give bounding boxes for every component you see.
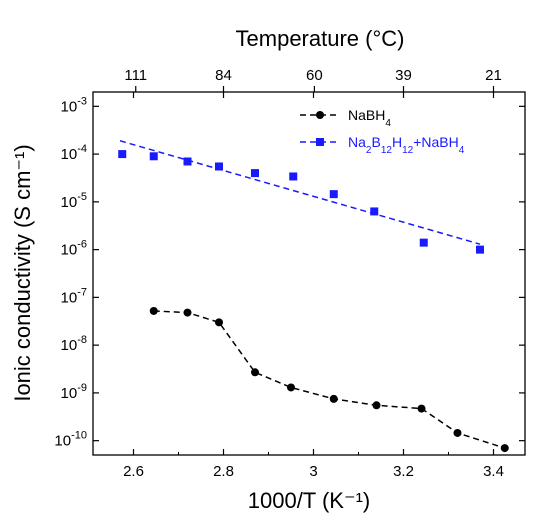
- x-axis-ticks: 2.6 2.8 3 3.2 3.4: [123, 92, 504, 480]
- legend-item: NaBH4: [300, 107, 391, 129]
- data-point: [329, 190, 338, 199]
- data-point: [289, 172, 298, 181]
- data-point: [215, 318, 223, 327]
- data-point: [118, 150, 127, 159]
- data-point: [251, 169, 259, 178]
- data-point: [417, 404, 426, 413]
- data-point: [370, 207, 379, 216]
- data-point: [251, 368, 259, 377]
- data-point: [183, 157, 192, 166]
- plot-frame: [92, 91, 526, 456]
- y-tick-label: 10-8: [61, 334, 87, 354]
- x-tick-label: 3.4: [483, 463, 504, 480]
- data-point: [287, 383, 295, 392]
- top-tick-label: 21: [485, 67, 502, 84]
- data-point: [476, 245, 484, 254]
- top-tick-label: 84: [215, 67, 232, 84]
- data-point: [149, 306, 158, 315]
- data-point: [500, 444, 509, 453]
- data-point: [419, 238, 428, 247]
- legend-marker: [316, 138, 324, 146]
- series-1: [149, 306, 509, 453]
- data-point: [372, 401, 381, 410]
- y-tick-label: 10-10: [54, 430, 87, 450]
- data-point: [149, 152, 158, 161]
- series-2: [118, 140, 484, 254]
- x-tick-label: 2.8: [213, 463, 234, 480]
- y-tick-label: 10-3: [61, 95, 87, 115]
- series-layer: [118, 140, 509, 453]
- legend-label: Na2B12H12+NaBH4: [348, 134, 465, 156]
- y-axis-ticks: 10-3 10-4 10-5 10-6 10-7 10-8 10-9 10-10: [54, 95, 525, 450]
- top-tick-label: 39: [395, 67, 412, 84]
- series-line: [153, 310, 505, 449]
- x-axis-title: 1000/T (K⁻¹): [248, 488, 370, 513]
- x-tick-label: 3: [309, 463, 317, 480]
- data-point: [329, 394, 338, 403]
- data-point: [215, 162, 223, 171]
- y-axis-title: Ionic conductivity (S cm⁻¹): [10, 144, 35, 401]
- legend-item: Na2B12H12+NaBH4: [300, 134, 465, 156]
- data-point: [183, 308, 192, 317]
- y-tick-label: 10-6: [61, 239, 87, 259]
- top-tick-label: 111: [124, 67, 147, 84]
- data-point: [453, 428, 462, 437]
- top-axis-title: Temperature (°C): [236, 26, 405, 51]
- legend-marker: [316, 111, 324, 119]
- y-tick-label: 10-7: [61, 286, 87, 306]
- legend: NaBH4 Na2B12H12+NaBH4: [300, 107, 465, 156]
- top-axis-ticks: 111 84 60 39 21: [124, 67, 502, 92]
- x-tick-label: 3.2: [393, 463, 414, 480]
- y-tick-label: 10-5: [61, 191, 87, 211]
- x-tick-label: 2.6: [123, 463, 144, 480]
- top-tick-label: 60: [306, 67, 323, 84]
- y-tick-label: 10-4: [61, 143, 87, 163]
- y-tick-label: 10-9: [61, 382, 87, 402]
- legend-label: NaBH4: [348, 107, 391, 129]
- series-line: [119, 140, 481, 245]
